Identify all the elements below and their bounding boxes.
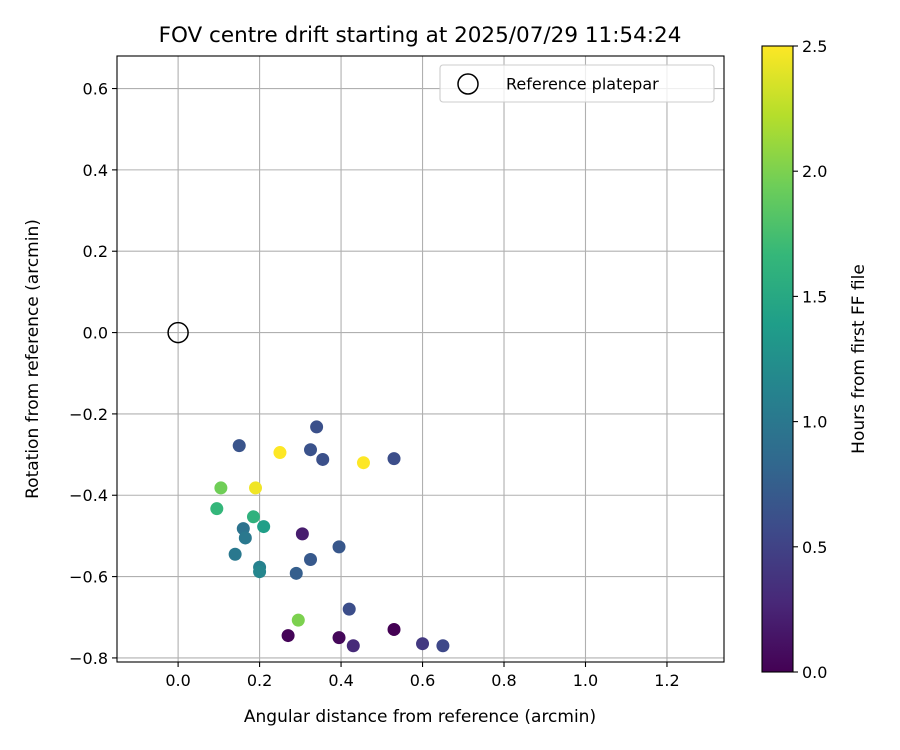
x-tick-label: 0.6 xyxy=(410,671,435,690)
x-tick-label: 0.8 xyxy=(491,671,516,690)
x-tick-label: 0.4 xyxy=(328,671,353,690)
plot-background xyxy=(117,56,724,662)
data-point xyxy=(304,553,318,567)
data-point xyxy=(436,639,450,653)
y-tick-label: −0.2 xyxy=(69,405,108,424)
data-point xyxy=(281,629,295,643)
data-point xyxy=(304,443,318,457)
data-point xyxy=(232,439,246,453)
data-point xyxy=(387,622,401,636)
legend-label: Reference platepar xyxy=(506,75,659,94)
data-point xyxy=(253,565,267,579)
data-point xyxy=(291,613,305,627)
data-point xyxy=(416,637,430,651)
colorbar-tick-label: 1.5 xyxy=(802,287,827,306)
colorbar-tick-label: 2.5 xyxy=(802,37,827,56)
colorbar-tick-label: 2.0 xyxy=(802,162,827,181)
data-point xyxy=(238,531,252,545)
colorbar-tick-label: 0.0 xyxy=(802,663,827,682)
data-point xyxy=(228,547,242,561)
plot-frame xyxy=(116,55,725,663)
data-point xyxy=(295,527,309,541)
legend-reference-marker xyxy=(457,73,479,95)
y-tick-label: 0.2 xyxy=(83,242,108,261)
colorbar-ticks: 0.0 0.5 1.0 1.5 2.0 2.5 xyxy=(793,37,827,682)
data-point xyxy=(387,452,401,466)
data-point xyxy=(356,456,370,470)
y-tick-label: 0.4 xyxy=(83,161,108,180)
reference-marker xyxy=(167,321,189,344)
colorbar: 0.0 0.5 1.0 1.5 2.0 2.5 Hours from first FF f… xyxy=(761,37,869,682)
data-point xyxy=(273,446,287,460)
grid xyxy=(117,56,724,662)
data-point xyxy=(210,502,224,516)
y-tick-label: −0.4 xyxy=(69,486,108,505)
data-point xyxy=(316,452,330,466)
chart-title: FOV centre drift starting at 2025/07/29 … xyxy=(159,23,682,48)
x-axis-ticks: 0.0 0.2 0.4 0.6 0.8 1.0 1.2 xyxy=(165,662,680,690)
legend: Reference platepar xyxy=(439,64,715,103)
colorbar-frame xyxy=(761,45,794,673)
data-point xyxy=(246,510,260,524)
y-tick-label: 0.6 xyxy=(83,80,108,99)
colorbar-tick-label: 0.5 xyxy=(802,538,827,557)
data-point xyxy=(289,566,303,580)
x-tick-label: 1.2 xyxy=(654,671,679,690)
y-axis-label: Rotation from reference (arcmin) xyxy=(23,219,43,499)
colorbar-label: Hours from first FF file xyxy=(849,264,869,454)
data-point xyxy=(249,481,263,495)
x-tick-label: 0.2 xyxy=(247,671,272,690)
y-tick-label: −0.8 xyxy=(69,649,108,668)
data-points xyxy=(210,420,450,653)
colorbar-tick-label: 1.0 xyxy=(802,413,827,432)
x-tick-label: 1.0 xyxy=(573,671,598,690)
x-tick-label: 0.0 xyxy=(165,671,190,690)
x-axis-label: Angular distance from reference (arcmin) xyxy=(244,707,596,727)
data-point xyxy=(257,520,271,534)
data-point xyxy=(332,540,346,554)
y-axis-ticks: 0.6 0.4 0.2 0.0 −0.2 −0.4 −0.6 −0.8 xyxy=(69,80,117,668)
data-point xyxy=(310,420,324,434)
data-point xyxy=(346,639,360,653)
y-tick-label: 0.0 xyxy=(83,324,108,343)
data-point xyxy=(342,602,356,616)
colorbar-gradient xyxy=(762,46,793,672)
data-point xyxy=(214,481,228,495)
plot-area: 0.0 0.2 0.4 0.6 0.8 1.0 1.2 0.6 0.4 0.2 0.0 −0.2 −0… xyxy=(69,55,725,690)
reference-point xyxy=(167,321,189,344)
legend-frame xyxy=(439,64,715,103)
data-point xyxy=(332,631,346,645)
y-tick-label: −0.6 xyxy=(69,568,108,587)
